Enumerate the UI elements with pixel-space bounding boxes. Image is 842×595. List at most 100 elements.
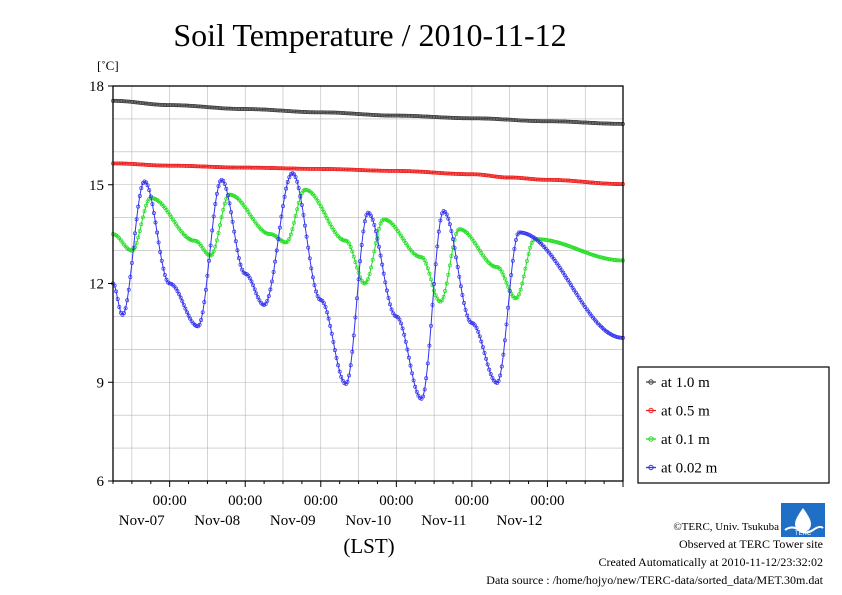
data-point	[328, 222, 333, 227]
data-point	[265, 298, 270, 303]
credit-created: Created Automatically at 2010-11-12/23:3…	[598, 555, 823, 569]
credit-copyright: ©TERC, Univ. Tsukuba	[673, 521, 779, 533]
data-point	[356, 277, 361, 282]
data-point	[270, 279, 274, 284]
data-point	[142, 209, 147, 214]
data-point	[164, 277, 169, 282]
legend-label: at 0.5 m	[661, 404, 710, 420]
legend-swatch-marker	[648, 464, 654, 471]
data-point	[375, 236, 380, 241]
data-point	[328, 323, 333, 328]
data-point	[370, 217, 375, 222]
legend-swatch-marker	[648, 379, 654, 385]
data-point	[194, 324, 199, 328]
data-point	[484, 356, 489, 361]
data-point	[122, 311, 126, 316]
data-point	[185, 310, 189, 315]
data-point	[139, 186, 144, 191]
data-point	[227, 201, 232, 206]
data-point	[213, 202, 218, 206]
data-point	[414, 389, 419, 394]
y-axis-label: [˚C]	[97, 58, 119, 73]
data-point	[279, 214, 284, 219]
data-point	[358, 259, 363, 264]
legend-item: at 0.5 m	[646, 404, 710, 420]
data-point	[115, 297, 120, 302]
y-tick-label: 12	[89, 277, 104, 293]
data-point	[369, 213, 374, 218]
data-point	[180, 299, 185, 304]
data-point	[528, 245, 533, 250]
legend-swatch-marker	[648, 436, 654, 442]
data-point	[474, 326, 479, 330]
data-point	[145, 183, 150, 188]
data-point	[236, 256, 241, 261]
data-point	[249, 279, 254, 284]
data-point	[126, 287, 131, 292]
data-point	[399, 321, 404, 326]
data-point	[488, 372, 493, 377]
data-point	[366, 277, 370, 282]
data-point	[380, 262, 385, 267]
data-point	[150, 202, 155, 207]
legend: at 1.0 m at 0.5 m at 0.1 m at 0.02 m	[637, 366, 830, 484]
data-point	[167, 281, 172, 286]
data-point	[378, 221, 383, 226]
data-point	[323, 213, 328, 218]
data-point	[293, 175, 298, 180]
data-point	[144, 180, 149, 185]
data-point	[444, 281, 449, 286]
data-point	[211, 214, 216, 219]
data-point	[425, 361, 430, 366]
x-tick-label: 00:00	[530, 493, 564, 509]
terc-logo: TERC	[781, 503, 825, 537]
data-point	[432, 282, 437, 286]
series-group	[111, 98, 625, 401]
data-point	[443, 289, 448, 293]
data-point	[293, 214, 298, 218]
data-point	[252, 287, 257, 292]
data-point	[518, 287, 523, 292]
data-point	[208, 243, 213, 248]
data-point	[178, 295, 183, 300]
data-point	[429, 277, 433, 282]
data-point	[331, 339, 336, 344]
data-point	[487, 367, 492, 372]
data-point	[309, 266, 314, 271]
data-point	[271, 270, 276, 274]
data-point	[515, 295, 520, 300]
data-point	[424, 261, 429, 266]
data-point	[268, 287, 273, 292]
data-point	[514, 237, 518, 242]
data-point	[274, 248, 279, 253]
data-point	[213, 244, 218, 249]
data-point	[350, 249, 355, 254]
data-point	[512, 246, 517, 251]
data-point	[210, 252, 215, 257]
data-point	[216, 184, 221, 189]
data-point	[144, 203, 149, 208]
data-point	[427, 271, 432, 276]
data-point	[284, 186, 289, 191]
data-point	[288, 232, 293, 237]
data-point	[306, 245, 311, 250]
data-point	[218, 223, 222, 228]
data-point	[454, 255, 459, 260]
credit-source: Data source : /home/hojyo/new/TERC-data/…	[486, 573, 823, 587]
data-point	[181, 302, 186, 307]
data-point	[364, 280, 369, 285]
data-point	[114, 289, 119, 294]
data-point	[507, 289, 512, 293]
series-at-0-5-m	[111, 161, 625, 187]
data-point	[510, 258, 515, 263]
data-point	[298, 193, 303, 198]
data-point	[444, 212, 449, 217]
data-point	[525, 259, 529, 263]
data-point	[129, 260, 134, 265]
data-point	[389, 307, 394, 312]
data-point	[148, 194, 153, 199]
data-point	[377, 244, 381, 249]
legend-swatch-marker	[648, 407, 654, 414]
data-point	[321, 301, 326, 306]
data-point	[137, 229, 142, 234]
